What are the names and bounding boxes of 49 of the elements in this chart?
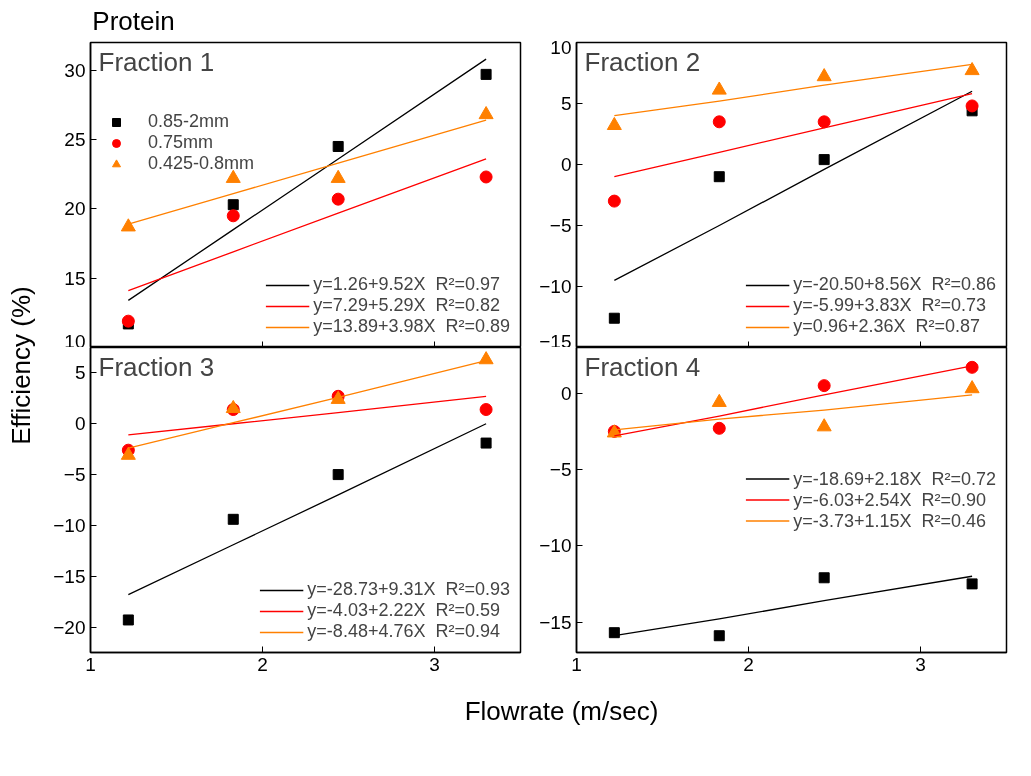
y-tick-label: −20 [53,616,86,638]
x-tick-label: 2 [257,653,268,675]
x-tick-label: 3 [429,653,440,675]
y-tick-label: −10 [539,535,572,557]
y-tick-label: −10 [53,514,86,536]
y-tick-label: 0 [74,413,86,435]
annotation: Fraction 2 [584,46,701,77]
legend-label: y=-4.03+2.22X R²=0.59 [307,600,500,621]
annotation: Fraction 3 [98,351,215,382]
y-tick-label: 0 [560,154,572,175]
legend-label: y=-18.69+2.18X R²=0.72 [793,468,996,489]
legend-label: y=-20.50+8.56X R²=0.86 [793,274,996,295]
x-tick-label: 3 [915,653,926,675]
legend-label: y=7.29+5.29X R²=0.82 [313,295,500,316]
chart-title: Protein [92,5,175,36]
legend-label: y=1.26+9.52X R²=0.97 [313,274,500,295]
x-tick-label: 1 [85,653,96,675]
y-tick-label: −15 [539,330,572,352]
y-tick-label: −5 [63,464,86,486]
y-tick-label: 30 [64,59,86,81]
y-tick-label: 0 [560,382,572,404]
y-tick-label: −15 [539,611,572,633]
legend-label: y=-6.03+2.54X R²=0.90 [793,489,986,510]
x-axis-title: Flowrate (m/sec) [464,695,659,726]
legend-label: y=-8.48+4.76X R²=0.94 [307,621,500,642]
y-tick-label: 5 [74,362,86,384]
y-tick-label: 10 [64,330,86,352]
y-tick-label: −5 [549,215,572,236]
y-tick-label: −15 [53,565,86,587]
y-tick-label: 20 [64,198,86,220]
x-tick-label: 1 [571,653,582,675]
legend-label: 0.85-2mm [148,111,230,132]
legend-label: 0.75mm [148,132,214,153]
annotation: Fraction 4 [584,351,701,382]
y-tick-label: 15 [64,267,86,289]
legend-label: y=13.89+3.98X R²=0.89 [313,316,510,337]
legend-label: y=-5.99+3.83X R²=0.73 [793,295,986,316]
y-tick-label: −10 [539,276,572,297]
legend-label: y=-3.73+1.15X R²=0.46 [793,510,986,531]
annotation: Fraction 1 [98,46,215,77]
y-tick-label: 10 [550,36,572,58]
x-tick-label: 2 [743,653,754,675]
y-axis-title: Efficiency (%) [5,286,36,445]
legend-label: y=0.96+2.36X R²=0.87 [793,316,980,337]
legend-label: 0.425-0.8mm [148,153,255,174]
legend-label: y=-28.73+9.31X R²=0.93 [307,579,510,600]
y-tick-label: 25 [64,129,86,151]
y-tick-label: −5 [549,459,572,480]
y-tick-label: 5 [560,93,572,114]
